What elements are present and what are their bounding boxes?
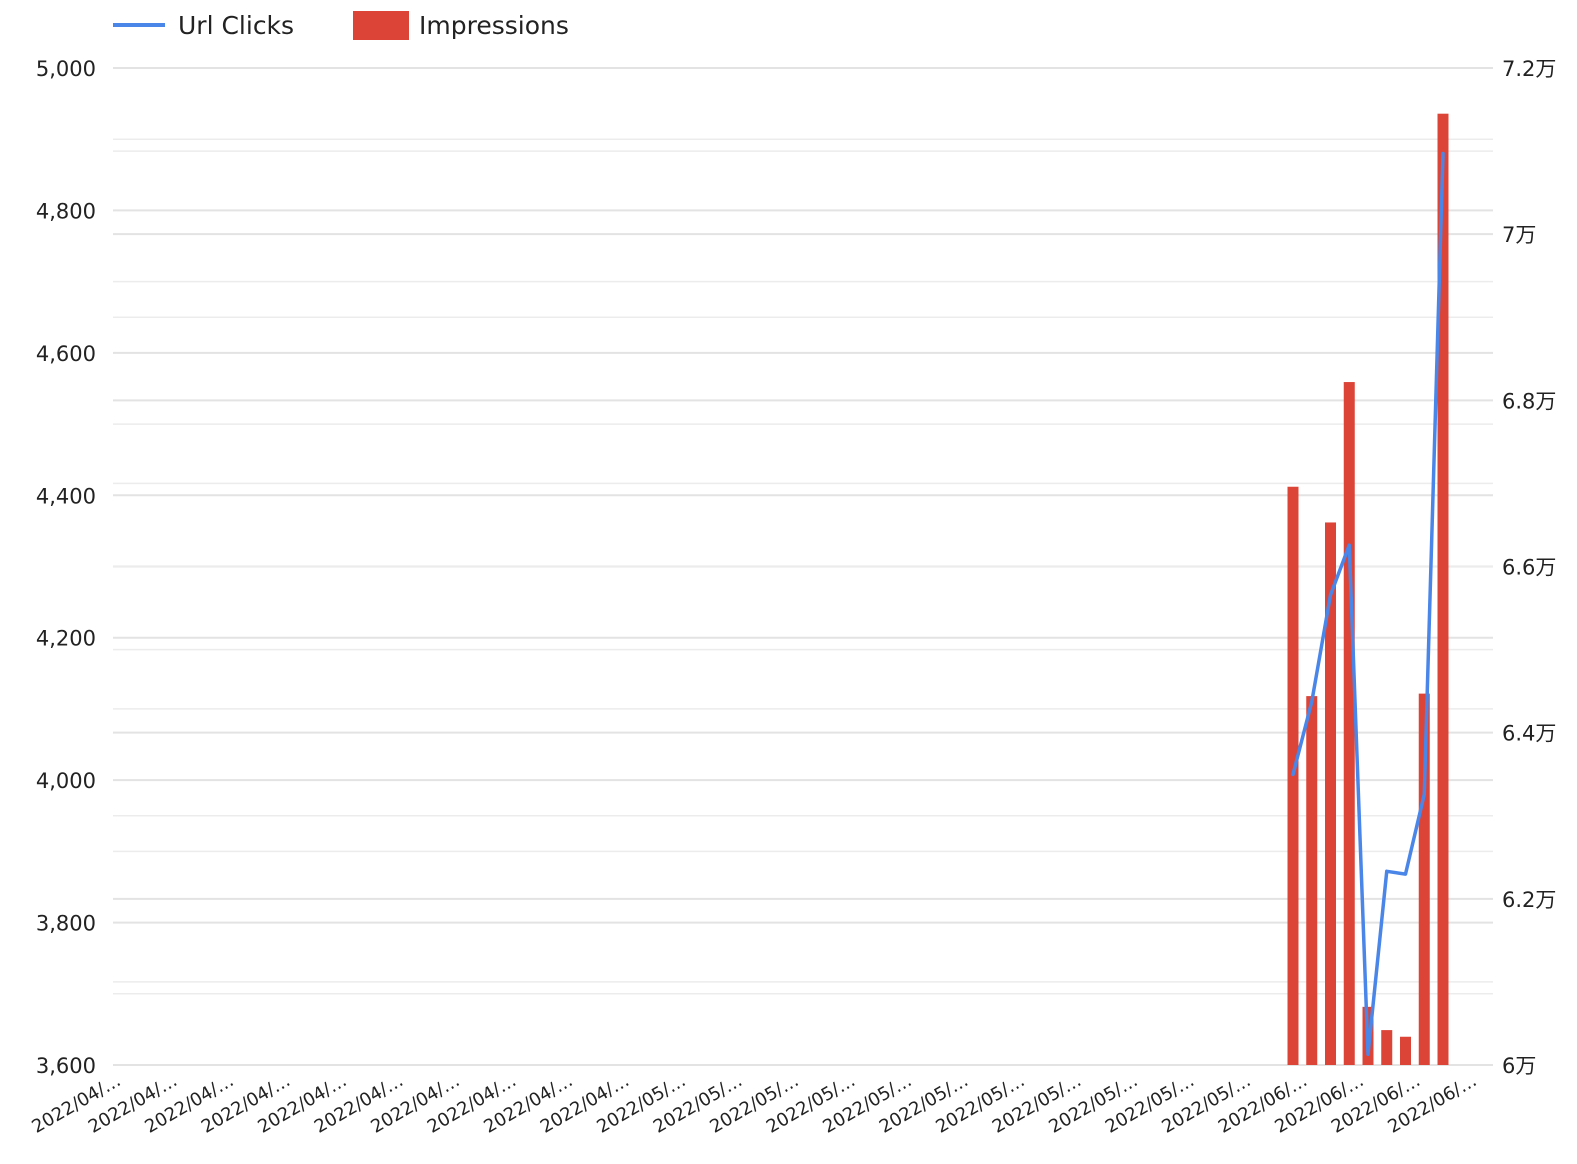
right-y-tick-label: 6万 <box>1502 1054 1536 1078</box>
impressions-bar <box>1400 1036 1411 1065</box>
impressions-bar <box>1437 113 1449 1066</box>
legend-label-url-clicks: Url Clicks <box>178 11 294 40</box>
left-y-tick-label: 3,800 <box>36 912 96 936</box>
impressions-bar <box>1381 1030 1393 1065</box>
legend[interactable]: Url Clicks Impressions <box>113 11 569 40</box>
legend-label-impressions: Impressions <box>419 11 569 40</box>
left-y-tick-label: 3,600 <box>36 1054 96 1078</box>
impressions-bar <box>1325 522 1336 1065</box>
impressions-bar <box>1343 382 1355 1065</box>
left-y-tick-label: 5,000 <box>36 57 96 81</box>
impressions-bar <box>1306 696 1318 1065</box>
right-y-tick-label: 6.8万 <box>1502 389 1556 413</box>
right-y-tick-label: 6.2万 <box>1502 888 1556 912</box>
right-y-tick-label: 6.6万 <box>1502 556 1556 580</box>
impressions-bar <box>1418 693 1430 1065</box>
right-y-axis: 6万 6.2万 6.4万 6.6万 6.8万 7万 7.2万 <box>1502 57 1556 1078</box>
url-clicks-line-layer <box>1291 151 1445 1057</box>
left-y-axis: 3,600 3,800 4,000 4,200 4,400 4,600 4,800 5,000 <box>36 57 96 1078</box>
right-y-tick-label: 6.4万 <box>1502 722 1556 746</box>
left-y-tick-label: 4,600 <box>36 342 96 366</box>
right-y-tick-label: 7.2万 <box>1502 57 1556 81</box>
left-y-tick-label: 4,200 <box>36 627 96 651</box>
x-axis: 2022/04/…2022/04/…2022/04/…2022/04/…2022… <box>28 1070 1480 1138</box>
gridlines <box>113 67 1493 1066</box>
left-y-tick-label: 4,800 <box>36 199 96 223</box>
left-y-tick-label: 4,000 <box>36 769 96 793</box>
legend-box-swatch <box>353 11 409 40</box>
left-y-tick-label: 4,400 <box>36 484 96 508</box>
right-y-tick-label: 7万 <box>1502 223 1536 247</box>
